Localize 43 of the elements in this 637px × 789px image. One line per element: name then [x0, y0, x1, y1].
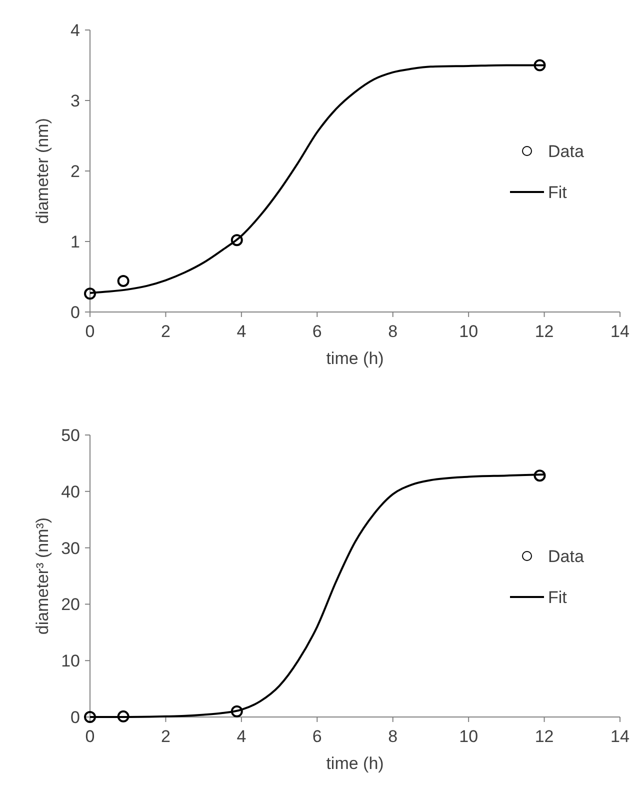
x-tick-label: 2	[160, 322, 170, 341]
point	[117, 274, 130, 287]
x-tick-label: 0	[85, 322, 95, 341]
x-tick-label: 4	[236, 322, 246, 341]
y-tick-label: 50	[61, 426, 80, 445]
x-tick-label: 12	[534, 727, 554, 746]
y-tick-label: 40	[61, 482, 80, 502]
point	[84, 711, 96, 723]
point	[117, 710, 130, 722]
x-axis-title: time (h)	[326, 349, 384, 368]
x-tick-label: 8	[388, 322, 398, 341]
y-axis-title: diameter³ (nm³)	[33, 517, 52, 635]
x-tick-label: 0	[85, 727, 95, 746]
point	[230, 705, 243, 718]
legend-label: Fit	[548, 182, 568, 202]
legend-label: Data	[548, 546, 584, 566]
legend-label: Fit	[548, 588, 568, 607]
y-tick-label: 0	[70, 302, 80, 322]
x-tick-label: 12	[534, 322, 554, 341]
x-tick-label: 10	[459, 727, 478, 746]
legend-label: Data	[548, 142, 584, 161]
x-tick-label: 4	[236, 727, 246, 746]
x-tick-label: 14	[610, 727, 630, 746]
point	[84, 288, 96, 300]
point	[534, 59, 546, 72]
point	[534, 470, 546, 482]
x-tick-label: 8	[388, 727, 398, 746]
x-tick-label: 2	[160, 727, 170, 746]
y-tick-label: 10	[61, 652, 80, 671]
y-tick-label: 0	[70, 708, 80, 727]
y-axis-title: diameter (nm)	[33, 118, 52, 224]
y-tick-label: 20	[61, 595, 80, 614]
x-axis-title: time (h)	[326, 754, 384, 773]
x-tick-label: 14	[610, 322, 630, 341]
x-tick-label: 6	[312, 322, 322, 341]
x-tick-label: 10	[459, 322, 478, 341]
y-tick-label: 30	[61, 538, 80, 558]
y-tick-label: 4	[70, 20, 80, 40]
point	[230, 234, 243, 246]
y-tick-label: 3	[70, 91, 80, 110]
x-tick-label: 6	[312, 727, 322, 746]
y-tick-label: 2	[70, 162, 80, 181]
y-tick-label: 1	[70, 232, 80, 252]
